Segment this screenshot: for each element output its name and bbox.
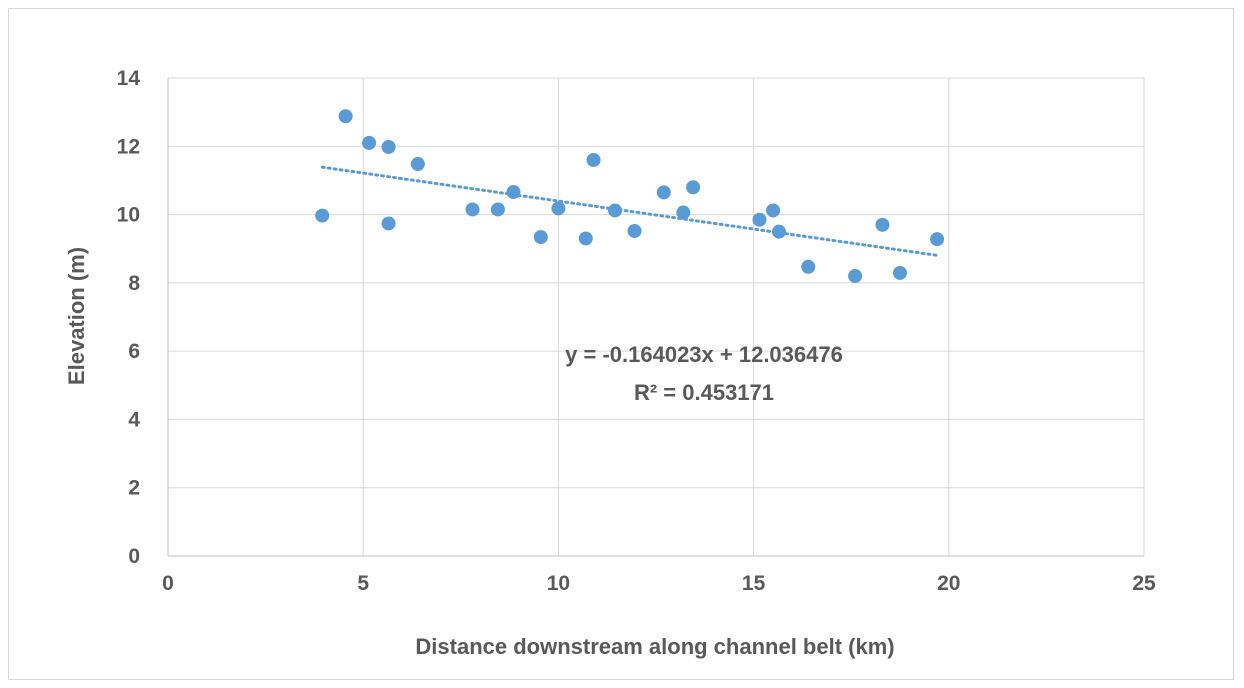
r-squared-label: R² = 0.453171 [634, 380, 774, 405]
data-point [875, 217, 890, 232]
data-point [676, 205, 691, 220]
gridlines [168, 77, 1145, 556]
y-tick-label: 8 [128, 272, 140, 295]
y-tick-label: 4 [128, 408, 140, 431]
y-tick-label: 10 [117, 204, 140, 227]
y-tick-label: 12 [117, 135, 140, 158]
x-axis-title: Distance downstream along channel belt (… [415, 634, 894, 659]
tick-labels: 0 2 4 6 8 10 12 14 0 5 10 15 20 25 [117, 67, 1156, 595]
axes [167, 78, 1144, 557]
data-point [315, 208, 330, 223]
data-point [465, 202, 480, 217]
y-tick-label: 6 [128, 340, 140, 363]
data-point [752, 212, 767, 227]
data-point [490, 202, 505, 217]
data-point [766, 203, 781, 218]
x-tick-label: 10 [547, 572, 570, 595]
data-point [586, 152, 601, 167]
data-point [801, 259, 816, 274]
data-point [848, 269, 863, 284]
x-tick-label: 25 [1132, 572, 1156, 595]
data-point [893, 265, 907, 280]
x-tick-label: 15 [742, 572, 766, 595]
data-point [608, 203, 623, 218]
x-tick-label: 20 [937, 572, 960, 595]
chart-area [8, 8, 1234, 680]
data-point [930, 232, 945, 247]
trendline-equation: y = -0.164023x + 12.036476 [565, 342, 843, 367]
data-point [381, 216, 396, 231]
data-point [506, 185, 521, 200]
data-point [578, 231, 593, 246]
trendline [320, 165, 941, 258]
data-point [627, 223, 642, 238]
data-point [381, 139, 396, 154]
data-point [771, 224, 786, 239]
y-tick-label: 0 [128, 545, 140, 568]
data-point [362, 135, 377, 150]
data-point [533, 230, 548, 245]
y-tick-label: 14 [117, 67, 141, 90]
trendline-layer [320, 165, 941, 258]
data-point [551, 201, 566, 216]
data-point [338, 109, 353, 124]
data-point [656, 185, 671, 200]
y-axis-title: Elevation (m) [64, 247, 89, 385]
data-point [686, 180, 701, 195]
x-tick-label: 0 [162, 572, 174, 595]
x-tick-label: 5 [357, 572, 369, 595]
data-point [410, 157, 425, 172]
data-points [315, 109, 945, 284]
y-tick-label: 2 [128, 477, 140, 500]
